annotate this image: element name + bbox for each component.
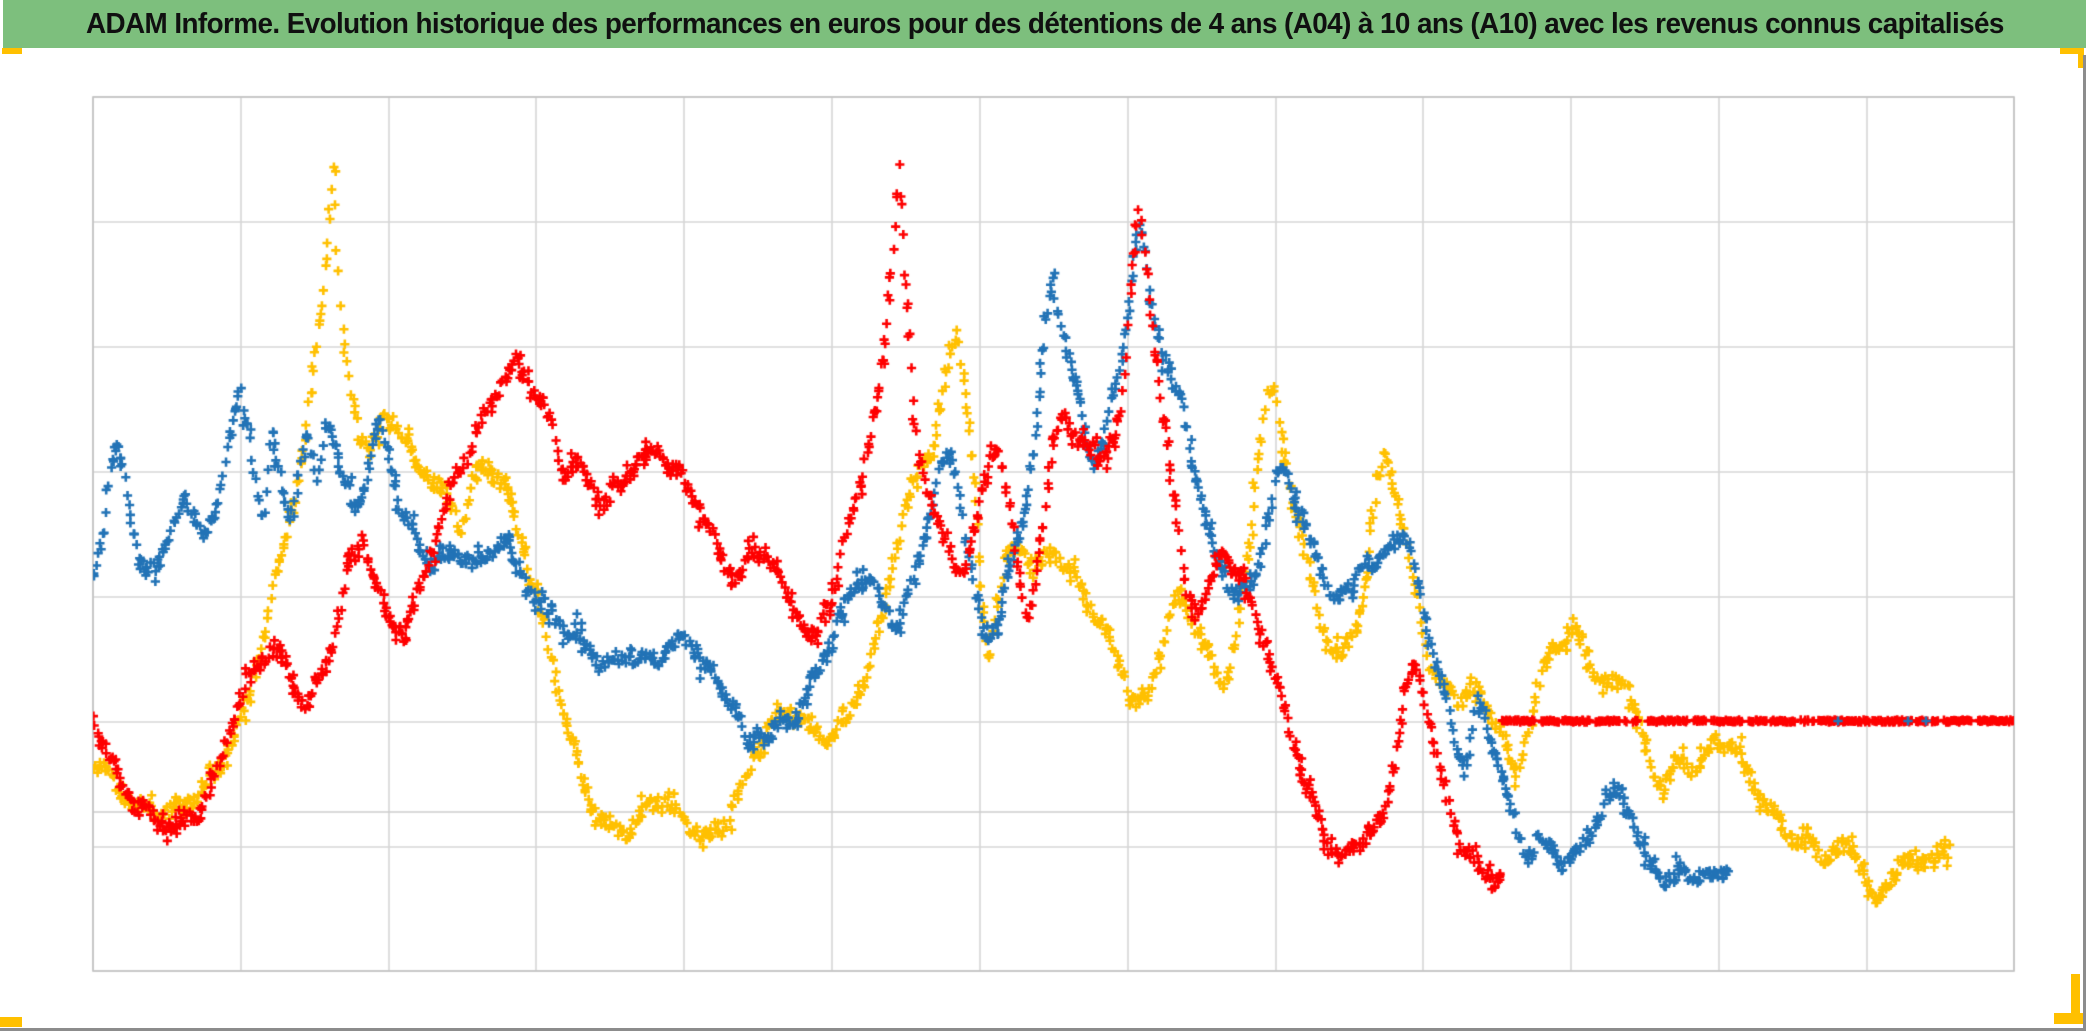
selection-handle-bottom-right-icon [2071,974,2080,1018]
selection-handle-top-left-icon [2,48,22,54]
chart-title: ADAM Informe. Evolution historique des p… [85,7,2004,40]
selection-handle-top-right-icon [2078,48,2084,68]
window-right-edge [2083,55,2086,1031]
chart-title-bar: ADAM Informe. Evolution historique des p… [3,0,2086,48]
selection-handle-bottom-right-icon [2054,1013,2086,1024]
selection-handle-top-right-icon [2060,48,2084,54]
window-bottom-edge [0,1028,2086,1031]
selection-handle-bottom-left-icon [0,1017,22,1027]
